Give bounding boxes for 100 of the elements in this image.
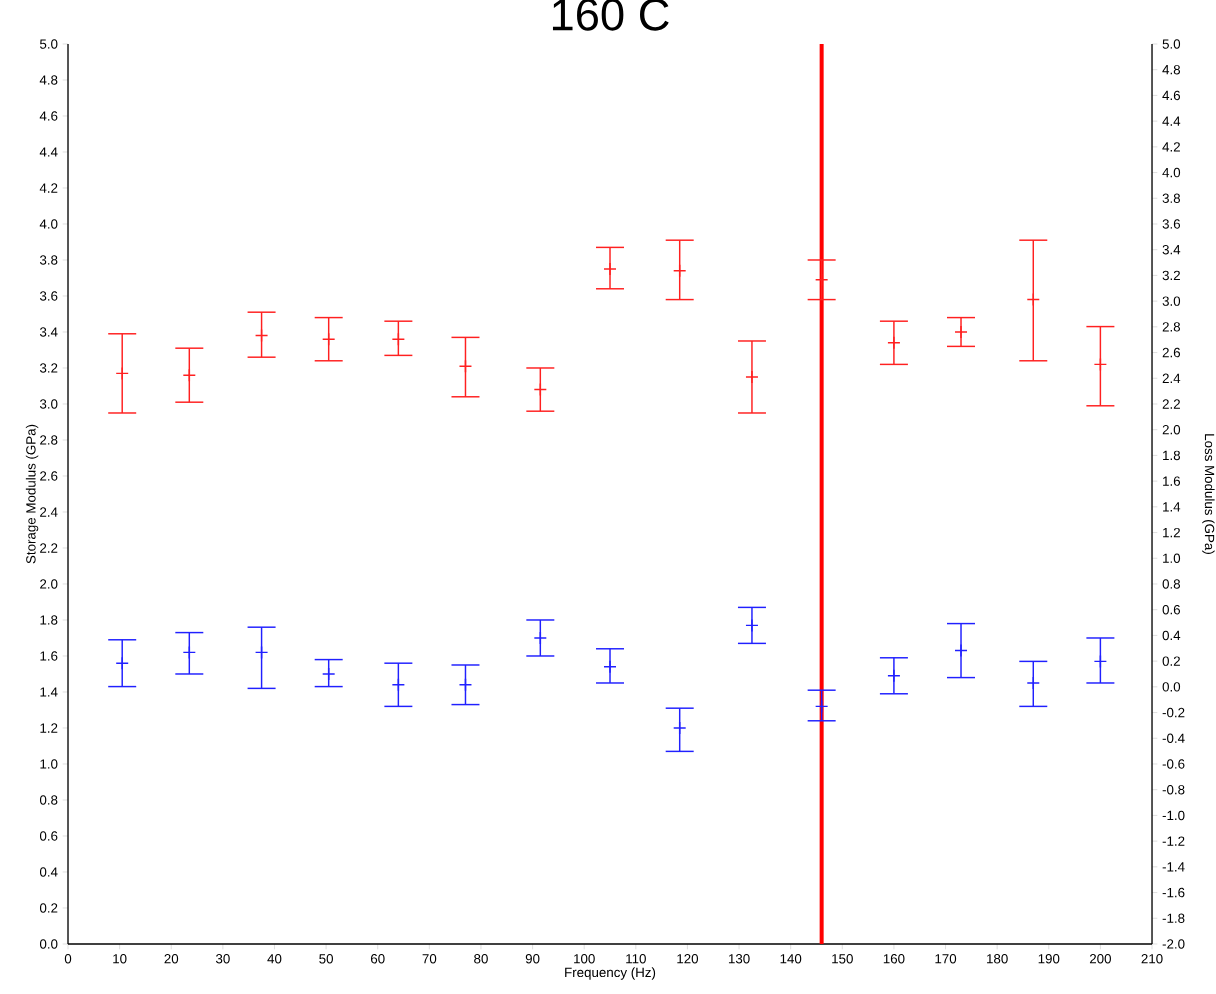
- point: [321, 332, 336, 346]
- y-tick-label: 3.6: [39, 291, 58, 301]
- x-tick-label: 10: [113, 954, 127, 964]
- y2-tick-label: 0.2: [1162, 656, 1180, 666]
- y-tick-label: 1.8: [40, 615, 58, 625]
- y2-tick-label: 4.0: [1162, 167, 1181, 178]
- x-axis-title: Frequency (Hz): [565, 967, 656, 980]
- y2-tick-label: -1.8: [1162, 913, 1185, 923]
- y2-tick-label: -1.6: [1162, 887, 1185, 898]
- point: [672, 264, 687, 278]
- x-tick-label: 200: [1089, 954, 1111, 964]
- point: [115, 656, 129, 670]
- y2-tick-label: 1.6: [1163, 476, 1181, 486]
- point: [887, 669, 901, 683]
- y-tick-label: 1.2: [40, 723, 58, 733]
- point: [745, 618, 759, 633]
- point: [391, 678, 406, 692]
- y-tick-label: 1.0: [40, 759, 58, 769]
- y-axis-title: Storage Modulus (GPa): [25, 424, 39, 564]
- y2-tick-label: 0.4: [1162, 630, 1181, 641]
- x-tick-label: 190: [1038, 954, 1060, 964]
- y-tick-label: 3.4: [39, 327, 58, 337]
- y2-tick-label: -0.8: [1162, 784, 1185, 795]
- y2-tick-label: 0.0: [1162, 682, 1181, 692]
- y2-tick-label: 1.0: [1163, 553, 1181, 563]
- point: [321, 667, 336, 681]
- x-tick-label: 210: [1141, 954, 1163, 964]
- y-tick-label: 0.8: [39, 795, 58, 805]
- y2-tick-label: 2.0: [1162, 424, 1181, 435]
- y2-tick-label: -1.2: [1162, 836, 1185, 846]
- y2-tick-label: 2.2: [1162, 399, 1180, 409]
- x-tick-label: 170: [935, 954, 957, 964]
- y2-tick-label: 2.6: [1162, 347, 1181, 358]
- point: [954, 325, 968, 339]
- y-tick-label: 0.6: [39, 831, 58, 841]
- x-tick-label: 60: [370, 954, 385, 964]
- x-tick-label: 40: [267, 954, 282, 964]
- y-tick-label: 5.0: [39, 39, 58, 49]
- y2-axis-title: Loss Modulus (GPa): [1202, 434, 1215, 554]
- y2-tick-label: 4.2: [1162, 142, 1180, 152]
- y-tick-label: 1.6: [40, 651, 58, 661]
- y2-tick-label: 1.8: [1163, 450, 1181, 461]
- y2-tick-label: 3.4: [1162, 244, 1181, 255]
- y-tick-label: 3.8: [39, 255, 58, 265]
- y2-tick-label: 4.6: [1162, 90, 1181, 101]
- x-tick-label: 160: [883, 954, 905, 964]
- point: [533, 382, 548, 397]
- y2-tick-label: 1.2: [1163, 527, 1180, 538]
- y-tick-label: 2.0: [40, 579, 58, 589]
- x-tick-label: 120: [677, 954, 699, 964]
- point: [1026, 676, 1041, 690]
- point: [182, 645, 197, 660]
- x-tick-label: 90: [525, 954, 540, 964]
- point: [954, 643, 968, 658]
- y2-tick-label: 0.8: [1162, 579, 1181, 589]
- y2-tick-label: -1.0: [1162, 810, 1185, 821]
- y2-tick-label: 3.8: [1162, 193, 1181, 203]
- y2-tick-label: -0.2: [1162, 707, 1185, 718]
- y-tick-label: 4.8: [39, 75, 58, 85]
- y-tick-label: 3.0: [39, 399, 58, 409]
- point: [603, 660, 617, 674]
- point: [1026, 292, 1041, 307]
- x-tick-label: 80: [474, 954, 488, 964]
- x-tick-label: 110: [626, 954, 646, 964]
- point: [672, 721, 687, 735]
- y2-tick-label: -2.0: [1162, 939, 1185, 949]
- y-tick-label: 0.4: [39, 867, 58, 877]
- point: [1093, 654, 1108, 669]
- point: [254, 645, 269, 660]
- point: [458, 359, 473, 373]
- x-tick-label: 150: [832, 954, 853, 964]
- y-tick-label: 4.0: [39, 219, 58, 229]
- x-tick-label: 100: [574, 954, 595, 964]
- x-tick-label: 70: [422, 954, 437, 964]
- y2-tick-label: 4.8: [1162, 64, 1181, 75]
- y-tick-label: 3.2: [39, 363, 58, 373]
- point: [814, 699, 829, 714]
- x-tick-label: 140: [780, 954, 802, 964]
- y-tick-label: 2.8: [40, 435, 58, 445]
- y-tick-label: 4.4: [39, 147, 58, 157]
- y2-tick-label: 0.6: [1162, 604, 1181, 615]
- point: [745, 370, 759, 384]
- x-tick-label: 180: [987, 954, 1008, 964]
- y2-tick-label: 4.4: [1162, 116, 1181, 126]
- y2-tick-label: -0.6: [1162, 759, 1185, 769]
- point: [391, 332, 406, 346]
- point: [115, 366, 129, 381]
- y2-tick-label: 2.8: [1162, 322, 1181, 332]
- y-tick-label: 4.2: [39, 183, 58, 193]
- y2-tick-label: 1.4: [1163, 502, 1181, 512]
- x-tick-label: 20: [164, 954, 179, 964]
- y2-tick-label: 3.0: [1162, 296, 1181, 306]
- point: [603, 262, 617, 276]
- y-tick-label: 2.4: [40, 507, 58, 517]
- y-tick-label: 0.2: [39, 903, 58, 913]
- point: [458, 678, 473, 692]
- x-tick-label: 50: [319, 954, 333, 964]
- y2-tick-label: 3.6: [1162, 219, 1181, 229]
- point: [814, 273, 829, 287]
- y2-tick-label: -1.4: [1162, 862, 1185, 872]
